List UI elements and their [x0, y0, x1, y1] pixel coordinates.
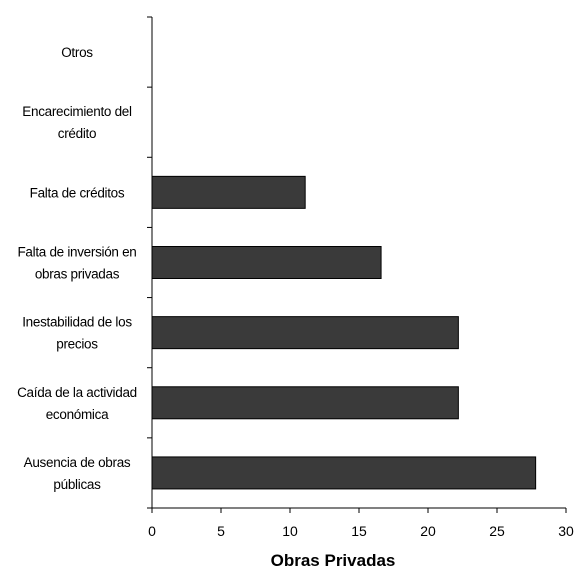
x-tick-label: 10 [282, 523, 298, 539]
category-label: públicas [53, 477, 101, 492]
category-label: precios [56, 337, 98, 352]
category-label: Caída de la actividad [17, 385, 137, 400]
bar [151, 175, 306, 209]
category-labels: Otros Encarecimiento del crédito Falta de c… [17, 45, 137, 492]
category-label: crédito [58, 126, 96, 141]
category-label: Falta de créditos [30, 185, 125, 200]
bars [151, 175, 537, 490]
category-label: Ausencia de obras [24, 455, 131, 470]
x-tick-label: 25 [489, 523, 505, 539]
x-tick-label: 15 [351, 523, 367, 539]
bar [151, 456, 537, 490]
x-tick-label: 30 [558, 523, 574, 539]
category-label: Falta de inversión en [17, 245, 136, 260]
category-label: económica [46, 407, 109, 422]
x-tick-label: 0 [148, 523, 156, 539]
x-tick-label: 5 [217, 523, 225, 539]
category-label: Inestabilidad de los [22, 315, 132, 330]
bar [151, 386, 459, 420]
y-axis-ticks [147, 16, 152, 509]
bar [151, 316, 459, 350]
category-label: Encarecimiento del [22, 104, 132, 119]
x-axis-ticks: 0 5 10 15 20 25 30 [148, 508, 574, 539]
x-axis-title: Obras Privadas [271, 551, 396, 570]
bar [151, 246, 382, 279]
category-label: obras privadas [35, 267, 120, 282]
category-label: Otros [61, 45, 93, 60]
x-tick-label: 20 [420, 523, 436, 539]
